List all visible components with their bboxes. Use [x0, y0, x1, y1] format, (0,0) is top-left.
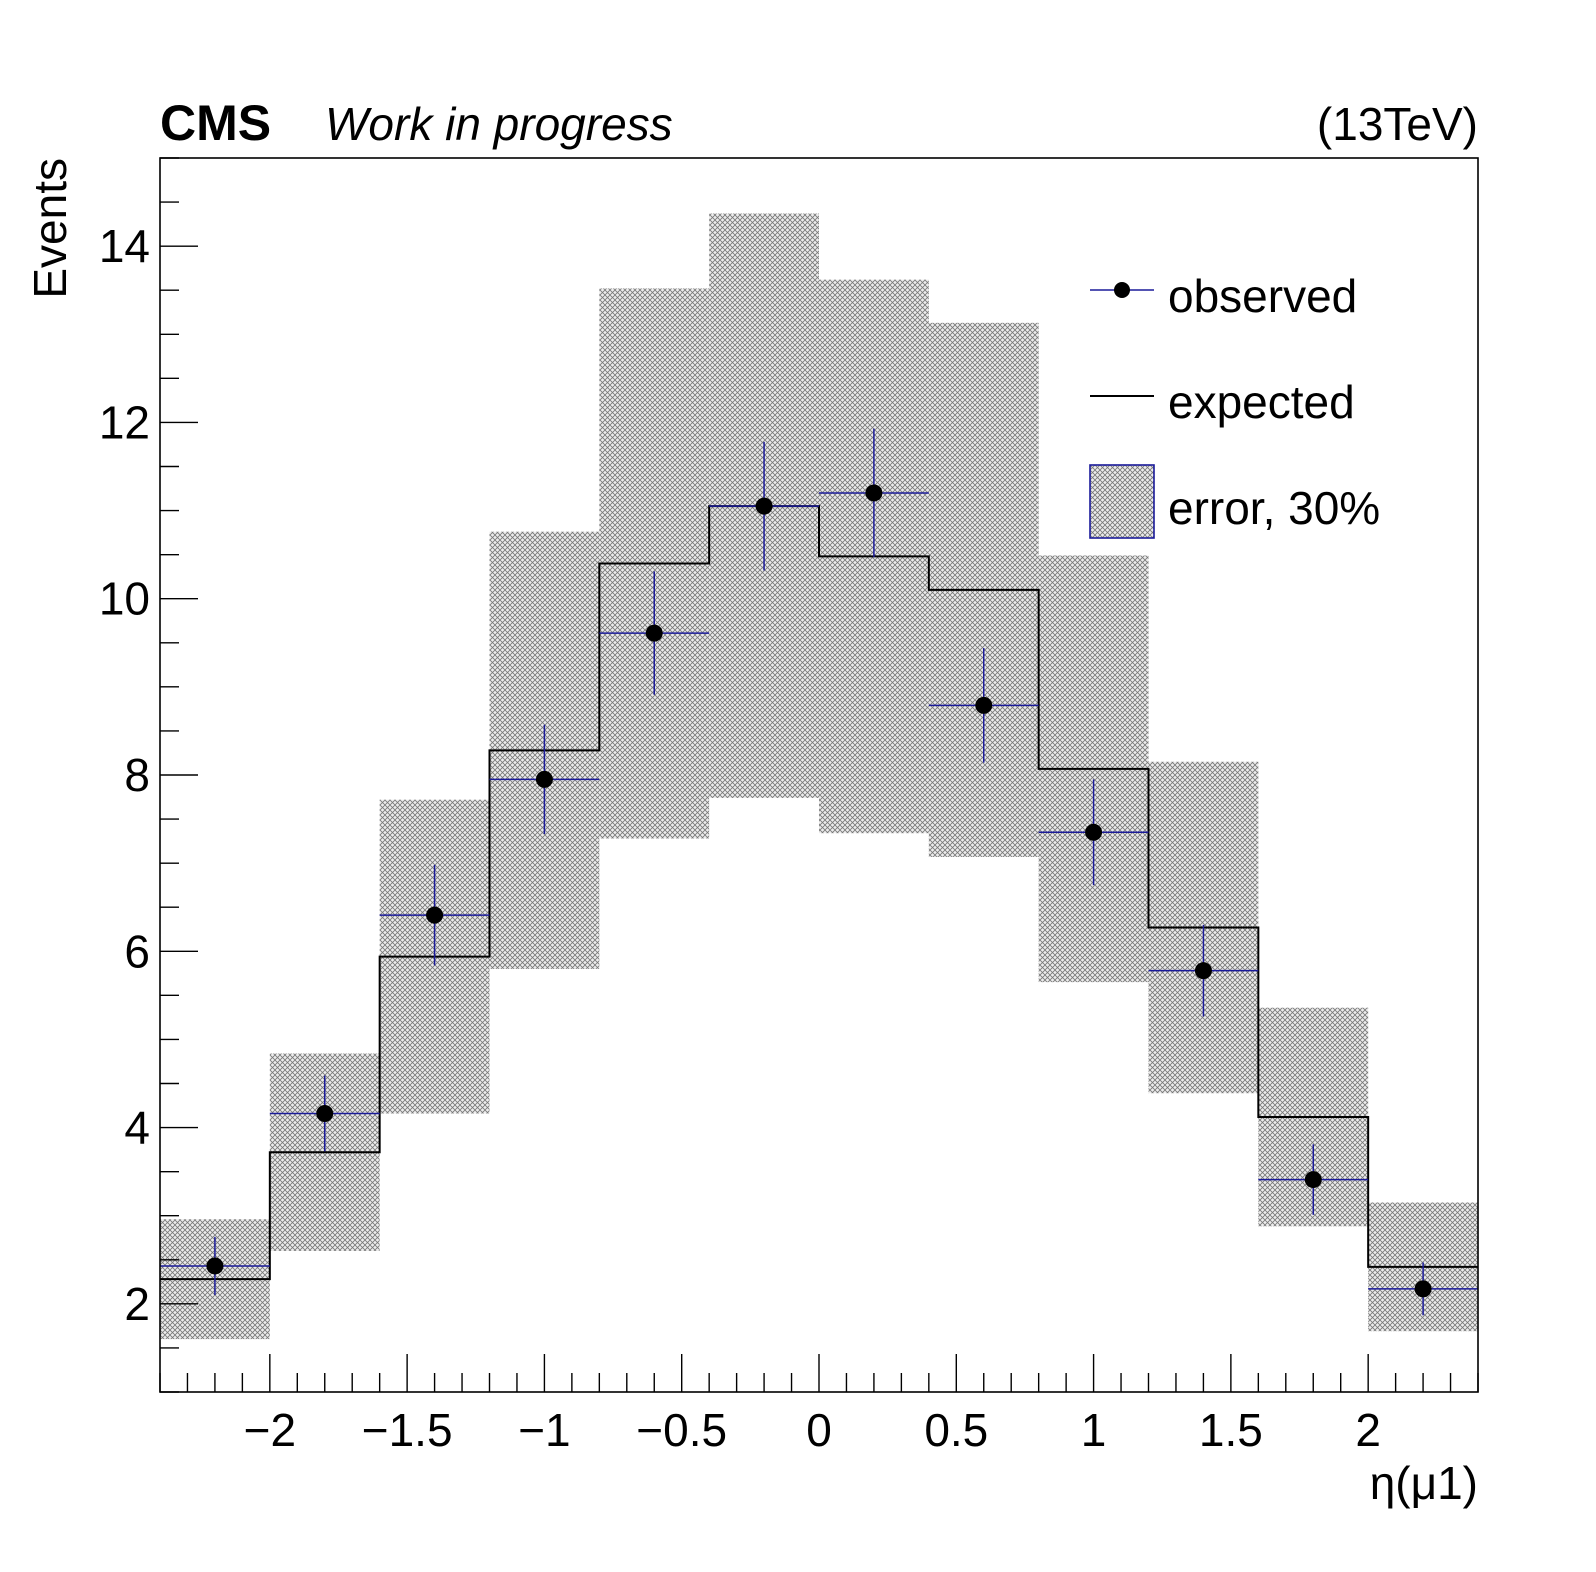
observed-point: [819, 428, 929, 558]
observed-marker: [975, 696, 993, 714]
work-in-progress-label: Work in progress: [325, 98, 673, 150]
observed-marker: [535, 770, 553, 788]
legend-observed-label: observed: [1168, 270, 1357, 322]
observed-marker: [206, 1257, 224, 1275]
observed-point: [928, 648, 1039, 763]
x-tick-label: 0.5: [924, 1404, 988, 1456]
observed-marker: [645, 624, 663, 642]
y-axis-label: Events: [24, 158, 76, 299]
legend-error-label: error, 30%: [1168, 482, 1380, 534]
legend-observed-marker: [1114, 282, 1130, 298]
y-tick-label: 6: [124, 925, 150, 977]
y-tick-label: 10: [99, 573, 150, 625]
observed-point: [1368, 1262, 1478, 1316]
x-tick-label: 1: [1081, 1404, 1107, 1456]
observed-point: [269, 1075, 380, 1152]
legend-error-swatch: [1089, 464, 1155, 539]
observed-marker: [1304, 1171, 1322, 1189]
observed-marker: [1414, 1280, 1432, 1298]
observed-marker: [865, 484, 883, 502]
y-tick-label: 8: [124, 749, 150, 801]
observed-point: [599, 571, 710, 695]
observed-marker: [426, 906, 444, 924]
energy-label: (13TeV): [1317, 98, 1478, 150]
observed-point: [379, 864, 490, 966]
x-tick-label: −1: [518, 1404, 570, 1456]
x-tick-label: −1.5: [362, 1404, 453, 1456]
observed-marker: [316, 1104, 334, 1122]
observed-marker: [1194, 962, 1212, 980]
observed-marker: [755, 497, 773, 515]
observed-points-layer: [160, 428, 1478, 1316]
observed-point: [1038, 779, 1149, 886]
y-tick-label: 12: [99, 396, 150, 448]
observed-point: [1148, 924, 1259, 1017]
x-tick-label: −0.5: [636, 1404, 727, 1456]
observed-point: [489, 724, 600, 835]
observed-point: [160, 1236, 270, 1296]
x-tick-label: −2: [244, 1404, 296, 1456]
x-axis-label: η(μ1): [1370, 1457, 1478, 1509]
y-tick-label: 4: [124, 1102, 150, 1154]
legend-expected-label: expected: [1168, 376, 1355, 428]
y-tick-label: 2: [124, 1278, 150, 1330]
y-tick-label: 14: [99, 220, 150, 272]
observed-point: [1258, 1144, 1369, 1215]
expected-step-layer: [160, 505, 1478, 1281]
expected-step-line: [160, 505, 1478, 1281]
x-tick-label: 1.5: [1199, 1404, 1263, 1456]
cms-label: CMS: [160, 95, 271, 151]
observed-point: [709, 441, 819, 571]
legend: observed expected error, 30%: [1089, 270, 1380, 539]
x-tick-label: 0: [806, 1404, 832, 1456]
x-tick-label: 2: [1355, 1404, 1381, 1456]
axis-tick-labels: −2 −1.5 −1 −0.5 0 0.5 1 1.5 2 2 4 6 8 10 12 14: [99, 220, 1381, 1456]
observed-marker: [1085, 823, 1103, 841]
axis-ticks: [159, 157, 1479, 1393]
